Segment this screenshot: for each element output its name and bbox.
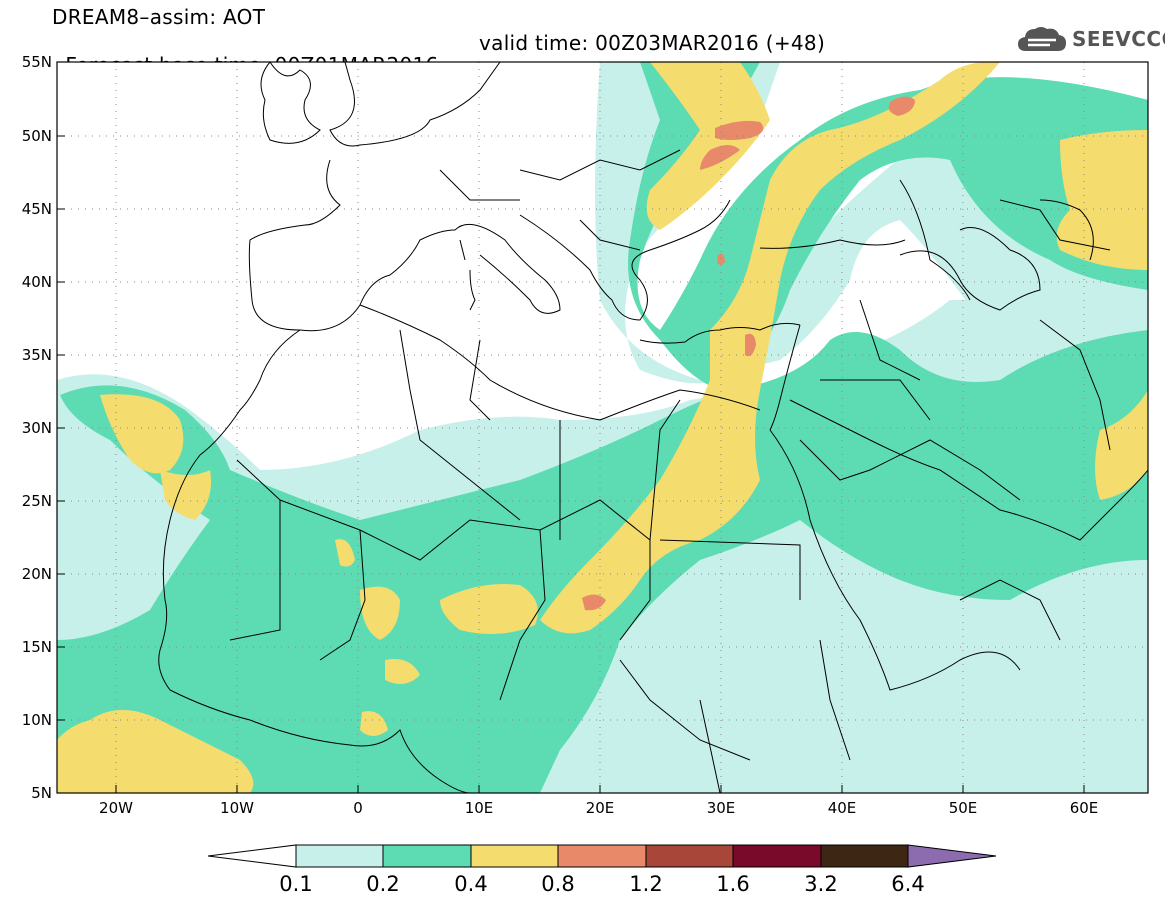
lat-label: 50N bbox=[22, 127, 52, 145]
colorbar-label: 0.4 bbox=[454, 872, 487, 896]
colorbar-label: 0.2 bbox=[366, 872, 399, 896]
lon-label: 20E bbox=[586, 799, 615, 817]
seevccc-logo: SEEVCCC bbox=[1016, 24, 1165, 54]
colorbar-swatch bbox=[295, 844, 384, 868]
lat-label: 10N bbox=[22, 711, 52, 729]
lat-label: 30N bbox=[22, 419, 52, 437]
logo-text: SEEVCCC bbox=[1072, 27, 1165, 51]
lat-label: 5N bbox=[31, 784, 52, 802]
lat-label: 40N bbox=[22, 273, 52, 291]
colorbar-min-arrow bbox=[207, 844, 297, 868]
colorbar-swatch bbox=[382, 844, 472, 868]
cloud-logo-icon bbox=[1018, 27, 1066, 51]
colorbar-label: 0.1 bbox=[279, 872, 312, 896]
colorbar-label: 6.4 bbox=[891, 872, 924, 896]
colorbar-swatch bbox=[557, 844, 647, 868]
lon-label: 20W bbox=[99, 799, 133, 817]
colorbar-label: 1.6 bbox=[716, 872, 749, 896]
colorbar-label: 3.2 bbox=[804, 872, 837, 896]
lon-label: 50E bbox=[949, 799, 978, 817]
country-borders bbox=[229, 149, 1111, 793]
valid-time: valid time: 00Z03MAR2016 (+48) bbox=[479, 31, 826, 55]
lon-label: 30E bbox=[707, 799, 736, 817]
colorbar-swatch bbox=[645, 844, 734, 868]
lon-label: 60E bbox=[1070, 799, 1099, 817]
lon-labels: 20W 10W 0 10E 20E 30E 40E 50E 60E bbox=[99, 799, 1098, 817]
aot-field bbox=[57, 62, 1148, 793]
colorbar-label: 0.8 bbox=[541, 872, 574, 896]
colorbar-labels: 0.1 0.2 0.4 0.8 1.2 1.6 3.2 6.4 bbox=[279, 872, 924, 896]
lat-labels: 55N 50N 45N 40N 35N 30N 25N 20N 15N 10N … bbox=[22, 53, 52, 802]
lon-label: 10E bbox=[465, 799, 494, 817]
lat-label: 15N bbox=[22, 638, 52, 656]
lat-label: 25N bbox=[22, 492, 52, 510]
coastlines bbox=[158, 62, 1148, 793]
lon-label: 10W bbox=[220, 799, 254, 817]
colorbar-label: 1.2 bbox=[629, 872, 662, 896]
colorbar-swatch bbox=[820, 844, 909, 868]
lat-label: 35N bbox=[22, 346, 52, 364]
colorbar bbox=[207, 844, 997, 868]
map-grid bbox=[57, 62, 1148, 793]
lat-label: 45N bbox=[22, 200, 52, 218]
colorbar-swatch bbox=[470, 844, 559, 868]
axis-ticks bbox=[57, 61, 1085, 794]
lat-label: 55N bbox=[22, 53, 52, 71]
colorbar-max-arrow bbox=[907, 844, 997, 868]
aot-contour-high bbox=[582, 96, 915, 611]
lat-label: 20N bbox=[22, 565, 52, 583]
lon-label: 0 bbox=[353, 799, 363, 817]
colorbar-swatch bbox=[732, 844, 822, 868]
map-title: DREAM8–assim: AOT bbox=[52, 5, 266, 29]
lon-label: 40E bbox=[828, 799, 857, 817]
